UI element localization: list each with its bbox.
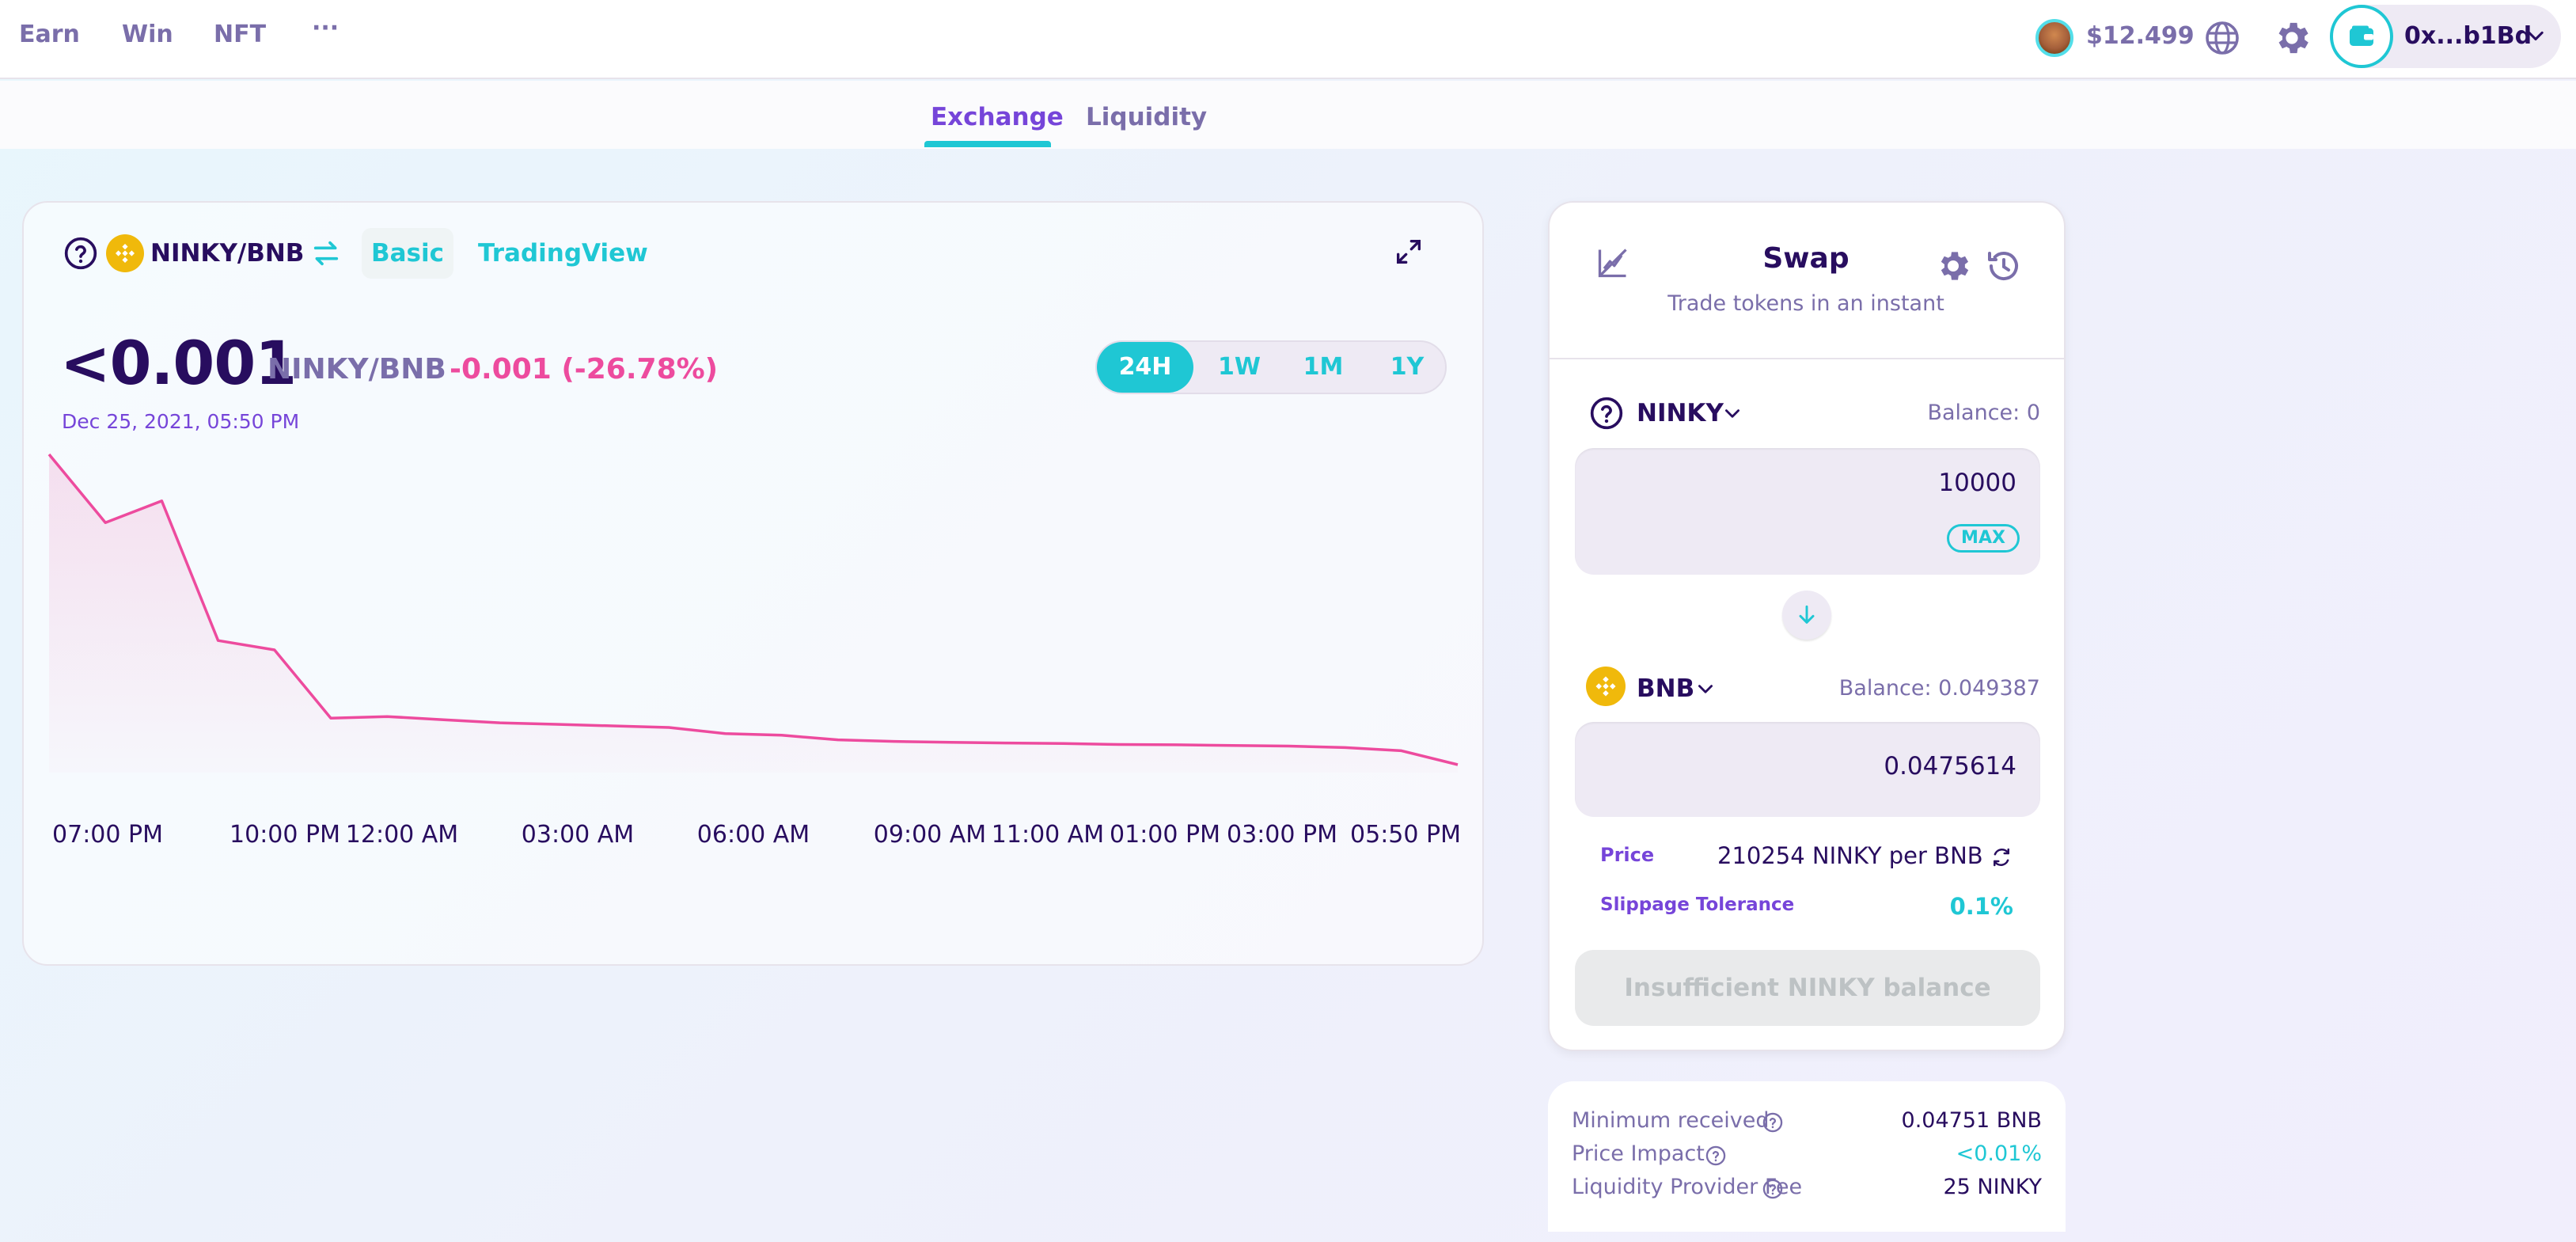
from-amount-input[interactable]: 10000 bbox=[1938, 469, 2016, 497]
time-range-selector: 24H 1W 1M 1Y bbox=[1095, 340, 1447, 394]
price-chart-panel: NINKY/BNB Basic TradingView <0.001 NINKY… bbox=[22, 201, 1484, 966]
swap-title: Swap bbox=[1762, 242, 1849, 275]
refresh-icon[interactable] bbox=[1990, 845, 2013, 869]
chart-area-fill bbox=[49, 454, 1458, 773]
wallet-address: 0x...b1Bd bbox=[2404, 22, 2532, 50]
history-icon[interactable] bbox=[1985, 247, 2023, 285]
trade-details-card: Minimum received 0.04751 BNB Price Impac… bbox=[1548, 1081, 2066, 1232]
min-received-value: 0.04751 BNB bbox=[1901, 1108, 2042, 1133]
max-button[interactable]: MAX bbox=[1947, 524, 2020, 553]
wallet-icon bbox=[2330, 5, 2393, 68]
x-tick-label: 01:00 PM bbox=[1110, 821, 1220, 849]
divider bbox=[1550, 358, 2064, 359]
range-24h-button[interactable]: 24H bbox=[1097, 342, 1193, 393]
help-circle-icon[interactable] bbox=[1705, 1145, 1727, 1167]
nav-win[interactable]: Win bbox=[122, 21, 173, 48]
swap-card: Swap Trade tokens in an instant NINKY Ba… bbox=[1548, 201, 2066, 1051]
chevron-down-icon[interactable] bbox=[1695, 679, 1716, 700]
x-tick-label: 05:50 PM bbox=[1350, 821, 1461, 849]
min-received-row: Minimum received 0.04751 BNB bbox=[1572, 1108, 2042, 1140]
wallet-button[interactable]: 0x...b1Bd bbox=[2330, 5, 2561, 68]
top-nav: Earn Win NFT ··· $12.499 0x...b1Bd bbox=[0, 0, 2576, 79]
x-tick-label: 11:00 AM bbox=[992, 821, 1104, 849]
price-label: Price bbox=[1600, 844, 1655, 866]
to-token-select[interactable]: BNB bbox=[1637, 674, 1695, 703]
swap-pair-icon[interactable] bbox=[310, 237, 342, 269]
unknown-token-icon[interactable] bbox=[1589, 396, 1624, 431]
cake-price[interactable]: $12.499 bbox=[2086, 22, 2195, 50]
help-circle-icon bbox=[64, 237, 97, 270]
x-tick-label: 10:00 PM bbox=[230, 821, 340, 849]
settings-gear-icon[interactable] bbox=[1934, 247, 1972, 285]
tab-liquidity[interactable]: Liquidity bbox=[1086, 103, 1208, 131]
tradingview-button[interactable]: TradingView bbox=[478, 239, 648, 268]
range-1m-button[interactable]: 1M bbox=[1303, 353, 1344, 381]
price-impact-row: Price Impact <0.01% bbox=[1572, 1141, 2042, 1173]
price-pair-label: NINKY/BNB bbox=[267, 353, 446, 386]
price-impact-value: <0.01% bbox=[1956, 1141, 2042, 1166]
slippage-value[interactable]: 0.1% bbox=[1949, 893, 2013, 920]
price-date: Dec 25, 2021, 05:50 PM bbox=[62, 410, 300, 433]
pair-name[interactable]: NINKY/BNB bbox=[150, 239, 305, 268]
cake-token-icon[interactable] bbox=[2035, 19, 2073, 57]
x-tick-label: 03:00 AM bbox=[522, 821, 634, 849]
to-amount-input[interactable]: 0.0475614 bbox=[1884, 752, 2016, 781]
help-circle-icon[interactable] bbox=[1762, 1178, 1784, 1200]
price-change: -0.001 (-26.78%) bbox=[450, 353, 719, 386]
expand-icon[interactable] bbox=[1393, 236, 1425, 268]
switch-direction-button[interactable] bbox=[1782, 591, 1831, 640]
range-1y-button[interactable]: 1Y bbox=[1390, 353, 1425, 381]
price-value: 210254 NINKY per BNB bbox=[1717, 842, 1983, 869]
nav-nft[interactable]: NFT bbox=[214, 21, 267, 48]
to-balance: Balance: 0.049387 bbox=[1838, 676, 2040, 701]
chart-series-line bbox=[47, 453, 1459, 766]
slippage-label: Slippage Tolerance bbox=[1600, 894, 1795, 915]
nav-earn[interactable]: Earn bbox=[19, 21, 80, 48]
chevron-down-icon[interactable] bbox=[1722, 404, 1743, 424]
to-amount-field[interactable]: 0.0475614 bbox=[1575, 722, 2040, 817]
globe-icon[interactable] bbox=[2203, 19, 2241, 57]
price-impact-label: Price Impact bbox=[1572, 1141, 1705, 1166]
x-tick-label: 07:00 PM bbox=[52, 821, 163, 849]
swap-subtitle: Trade tokens in an instant bbox=[1667, 291, 1944, 316]
active-tab-indicator bbox=[924, 141, 1051, 147]
settings-gear-icon[interactable] bbox=[2271, 17, 2312, 59]
bnb-token-icon bbox=[106, 234, 144, 272]
sub-nav: Exchange Liquidity bbox=[0, 81, 2576, 149]
arrow-down-icon bbox=[1799, 605, 1815, 624]
from-balance: Balance: 0 bbox=[1927, 401, 2040, 425]
help-circle-icon[interactable] bbox=[1762, 1111, 1784, 1134]
x-tick-label: 12:00 AM bbox=[346, 821, 458, 849]
x-tick-label: 03:00 PM bbox=[1227, 821, 1337, 849]
from-token-select[interactable]: NINKY bbox=[1637, 399, 1724, 427]
basic-chart-button[interactable]: Basic bbox=[362, 228, 453, 279]
nav-more-button[interactable]: ··· bbox=[312, 14, 340, 42]
lp-fee-value: 25 NINKY bbox=[1943, 1175, 2042, 1199]
price-area-chart: 07:00 PM 10:00 PM 12:00 AM 03:00 AM 06:00 AM… bbox=[47, 453, 1461, 849]
current-price: <0.001 bbox=[60, 328, 297, 398]
x-tick-label: 09:00 AM bbox=[874, 821, 986, 849]
from-amount-field[interactable]: 10000 MAX bbox=[1575, 448, 2040, 575]
chevron-down-icon bbox=[2528, 31, 2544, 41]
x-tick-label: 06:00 AM bbox=[697, 821, 810, 849]
chart-toggle-icon[interactable] bbox=[1595, 245, 1630, 280]
tab-exchange[interactable]: Exchange bbox=[931, 103, 1064, 131]
lp-fee-row: Liquidity Provider Fee 25 NINKY bbox=[1572, 1175, 2042, 1206]
range-1w-button[interactable]: 1W bbox=[1218, 353, 1261, 381]
min-received-label: Minimum received bbox=[1572, 1108, 1770, 1133]
bnb-token-icon[interactable] bbox=[1586, 667, 1626, 706]
insufficient-balance-button[interactable]: Insufficient NINKY balance bbox=[1575, 950, 2040, 1026]
